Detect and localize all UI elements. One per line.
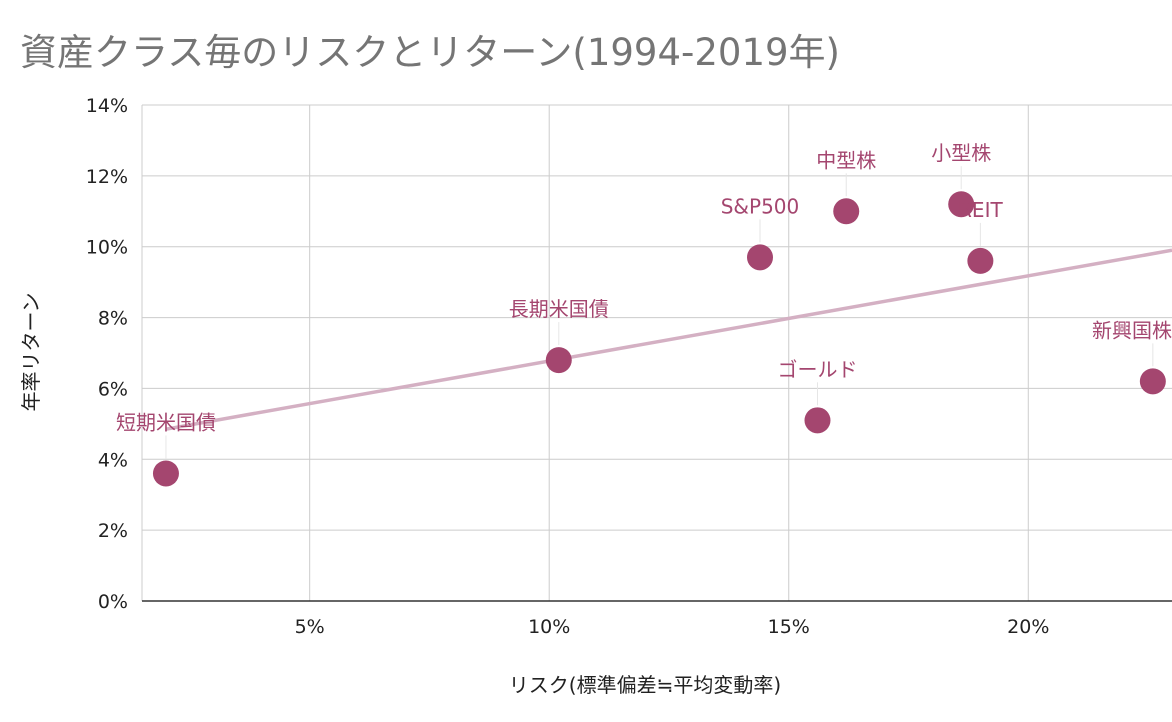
data-point — [833, 198, 860, 225]
point-labels: 短期米国債 長期米国債 S&P500 中型株 小型株 REIT ゴールド 新興国株 — [116, 141, 1172, 434]
data-point — [152, 460, 179, 487]
y-tick-label: 4% — [98, 449, 128, 471]
y-tick-label: 0% — [98, 591, 128, 613]
point-label: S&P500 — [721, 194, 800, 218]
y-tick-label: 8% — [98, 308, 128, 330]
point-label: 短期米国債 — [116, 410, 216, 434]
label-leaders — [165, 166, 1154, 459]
point-label: 中型株 — [816, 148, 876, 172]
data-points — [152, 191, 1166, 487]
y-tick-label: 6% — [98, 378, 128, 400]
data-point — [948, 191, 975, 218]
point-label: 新興国株 — [1092, 318, 1172, 342]
y-tick-label: 2% — [98, 520, 128, 542]
point-label: 小型株 — [931, 141, 991, 165]
point-label: ゴールド — [777, 357, 857, 381]
y-tick-label: 12% — [86, 166, 128, 188]
point-label: REIT — [958, 198, 1003, 222]
x-axis-title: リスク(標準偏差≒平均変動率) — [509, 673, 781, 697]
x-tick-label: 15% — [768, 616, 810, 638]
y-tick-label: 14% — [86, 95, 128, 117]
data-point — [545, 347, 572, 374]
chart-title: 資産クラス毎のリスクとリターン(1994-2019年) — [20, 31, 840, 74]
y-axis-title: 年率リターン — [19, 293, 43, 412]
data-point — [747, 244, 773, 271]
x-tick-label: 20% — [1007, 616, 1049, 638]
x-tick-label: 10% — [528, 616, 570, 638]
gridlines — [142, 104, 1172, 601]
x-tick-label: 5% — [295, 616, 325, 638]
point-label: 長期米国債 — [509, 297, 609, 321]
data-point — [967, 247, 994, 274]
data-point — [1139, 368, 1166, 395]
axes: 0% 2% 4% 6% 8% 10% 12% 14% 5% 10% 15% 20% — [86, 95, 1172, 638]
data-point — [804, 407, 831, 434]
trendline-layer — [165, 248, 1172, 431]
trendline — [165, 248, 1172, 431]
y-tick-label: 10% — [86, 237, 128, 259]
